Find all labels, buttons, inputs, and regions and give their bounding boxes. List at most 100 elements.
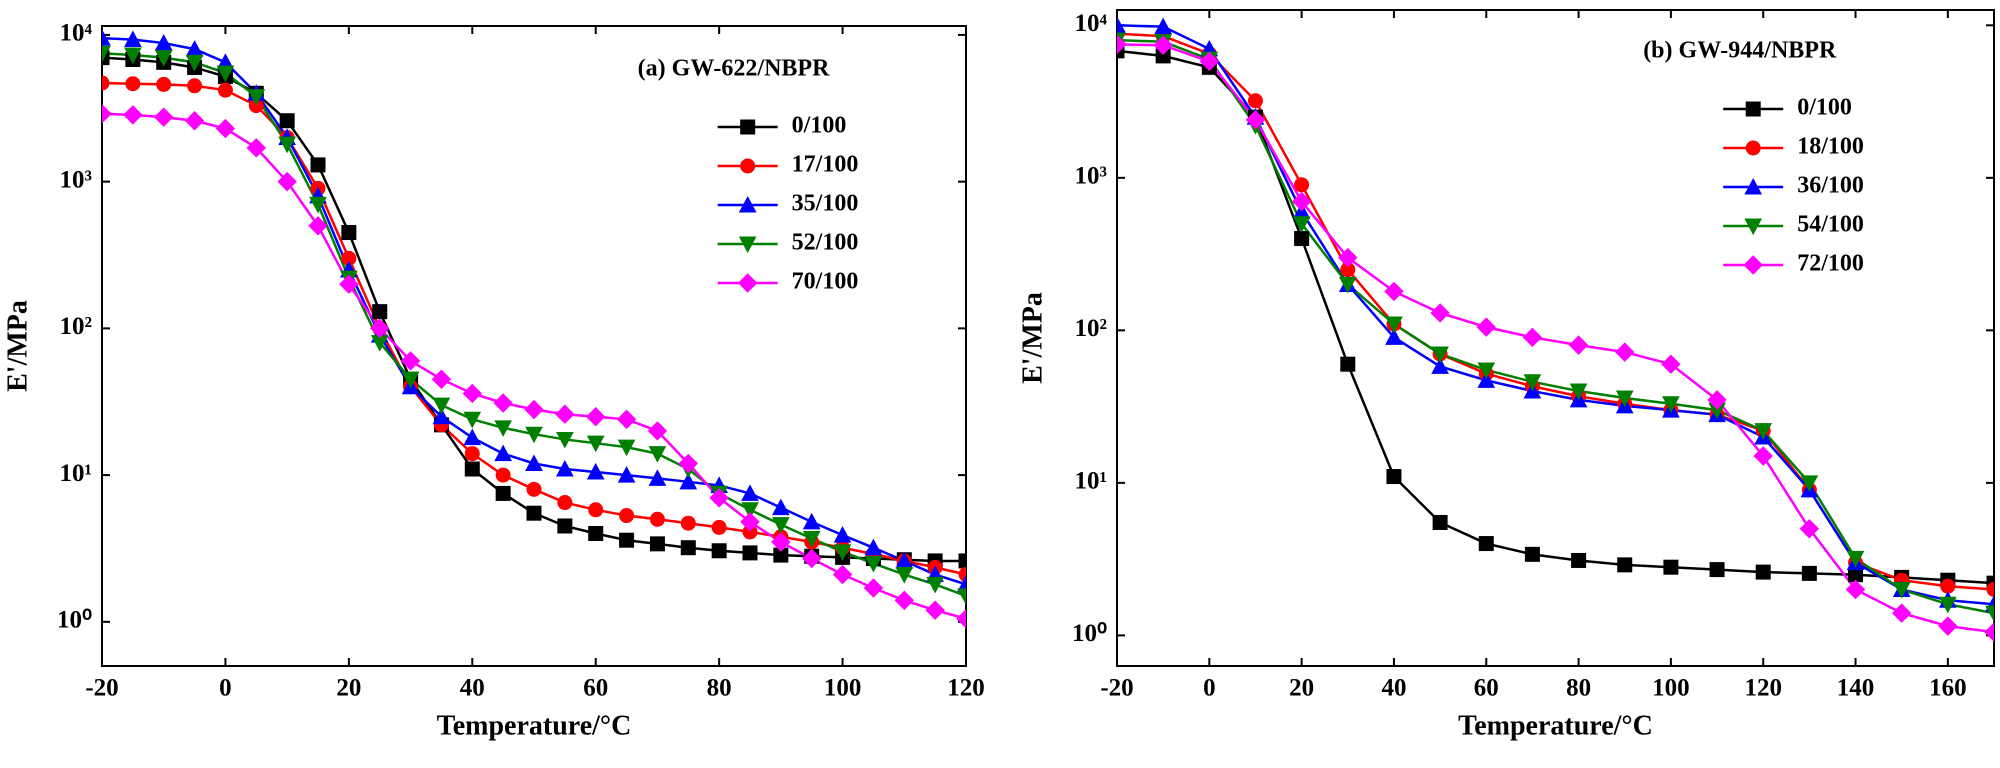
legend-label: 52/100: [792, 230, 859, 256]
marker: [1800, 475, 1819, 492]
y-axis-title: E'/MPa: [2, 300, 33, 392]
marker: [1338, 276, 1357, 294]
marker: [772, 498, 790, 516]
x-tick-label: 0: [219, 675, 232, 702]
marker: [1663, 559, 1679, 575]
marker: [1477, 371, 1496, 388]
marker: [1294, 231, 1310, 247]
marker: [742, 545, 758, 561]
marker: [863, 578, 884, 598]
marker: [1801, 565, 1817, 581]
marker: [711, 543, 727, 559]
marker: [124, 47, 142, 65]
annotation: (b) GW-944/NBPR: [1643, 38, 1837, 64]
x-tick-label: 120: [1744, 675, 1782, 702]
marker: [678, 453, 698, 474]
marker: [372, 304, 388, 320]
marker: [772, 517, 790, 534]
marker: [586, 435, 605, 453]
marker: [1292, 216, 1311, 233]
marker: [648, 446, 667, 463]
marker: [619, 532, 635, 548]
x-tick-label: 80: [1566, 675, 1591, 702]
marker: [680, 540, 696, 556]
x-tick-label: 60: [1474, 675, 1499, 702]
marker: [216, 65, 235, 83]
x-tick-label: 80: [707, 675, 732, 702]
marker: [400, 351, 421, 371]
marker: [339, 274, 359, 294]
legend-marker: [1745, 101, 1761, 117]
marker: [525, 426, 543, 444]
marker: [586, 462, 605, 480]
marker: [495, 485, 511, 501]
marker: [1753, 446, 1773, 466]
x-tick-label: -20: [85, 675, 118, 702]
x-tick-label: 20: [336, 675, 361, 702]
marker: [680, 515, 696, 531]
marker: [1338, 247, 1358, 268]
marker: [187, 78, 203, 94]
y-tick-label: 10⁰: [1072, 620, 1107, 647]
marker: [123, 105, 143, 125]
marker: [1707, 390, 1727, 410]
marker: [1245, 110, 1266, 130]
marker: [1386, 469, 1402, 485]
marker: [1154, 17, 1172, 35]
marker: [493, 393, 513, 413]
marker: [709, 488, 729, 508]
legend-marker: [1743, 255, 1763, 275]
marker: [1117, 16, 1126, 33]
marker: [462, 383, 482, 404]
marker: [494, 420, 512, 437]
marker: [217, 82, 233, 98]
legend-label: 18/100: [1797, 134, 1864, 160]
legend-label: 72/100: [1797, 251, 1864, 277]
y-tick-label: 10⁴: [1075, 10, 1108, 37]
marker: [102, 45, 111, 63]
marker: [184, 111, 205, 131]
x-tick-label: 160: [1929, 675, 1967, 702]
marker: [555, 404, 575, 424]
marker: [1291, 191, 1312, 212]
marker: [1431, 357, 1449, 374]
legend-marker: [738, 195, 757, 213]
x-tick-label: 100: [824, 675, 862, 702]
marker: [125, 76, 141, 92]
legend-label: 36/100: [1797, 173, 1864, 199]
series-line: [1117, 38, 1994, 615]
marker: [1755, 564, 1771, 580]
marker: [1432, 514, 1448, 530]
marker: [557, 495, 573, 511]
marker: [1661, 354, 1681, 374]
x-axis-title: Temperature/°C: [437, 710, 632, 741]
marker: [1986, 581, 1994, 597]
marker: [526, 505, 542, 521]
marker: [1385, 316, 1403, 334]
marker: [1477, 362, 1496, 380]
marker: [864, 555, 883, 573]
marker: [279, 113, 295, 129]
marker: [124, 30, 142, 48]
marker: [1476, 317, 1496, 337]
marker: [1892, 581, 1911, 599]
marker: [1799, 519, 1820, 539]
marker: [894, 590, 914, 611]
marker: [102, 50, 110, 66]
x-tick-label: 20: [1289, 675, 1314, 702]
marker: [802, 548, 822, 569]
y-tick-label: 10¹: [1075, 468, 1108, 495]
marker: [464, 461, 480, 477]
marker: [310, 157, 326, 173]
marker: [185, 54, 204, 72]
marker: [102, 75, 110, 91]
marker: [1754, 423, 1773, 440]
marker: [557, 518, 573, 534]
y-tick-label: 10¹: [60, 460, 93, 487]
x-tick-label: 120: [947, 675, 985, 702]
marker: [432, 407, 451, 425]
annotation: (a) GW-622/NBPR: [638, 56, 830, 82]
marker: [277, 171, 297, 192]
legend-label: 70/100: [792, 269, 859, 295]
